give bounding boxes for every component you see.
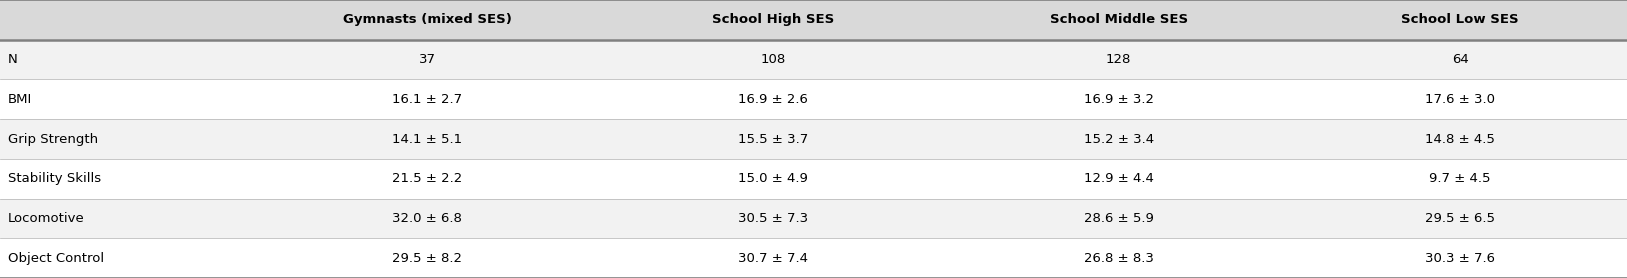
Bar <box>252 40 602 80</box>
Bar <box>0 159 252 198</box>
Text: School Middle SES: School Middle SES <box>1049 13 1188 26</box>
Text: 30.3 ± 7.6: 30.3 ± 7.6 <box>1425 252 1495 265</box>
Bar <box>252 238 602 278</box>
Bar <box>1293 238 1627 278</box>
Text: Object Control: Object Control <box>8 252 104 265</box>
Text: Gymnasts (mixed SES): Gymnasts (mixed SES) <box>343 13 511 26</box>
Bar <box>944 159 1293 198</box>
Bar <box>944 238 1293 278</box>
Bar <box>252 198 602 238</box>
Text: 16.9 ± 2.6: 16.9 ± 2.6 <box>739 93 807 106</box>
Text: 15.5 ± 3.7: 15.5 ± 3.7 <box>737 133 809 145</box>
Bar <box>252 119 602 159</box>
Bar <box>602 238 944 278</box>
Bar <box>944 198 1293 238</box>
Text: 29.5 ± 8.2: 29.5 ± 8.2 <box>392 252 462 265</box>
Text: 108: 108 <box>760 53 786 66</box>
Text: 26.8 ± 8.3: 26.8 ± 8.3 <box>1084 252 1154 265</box>
Bar <box>602 40 944 80</box>
Bar <box>1293 0 1627 40</box>
Bar <box>0 80 252 119</box>
Bar <box>1293 119 1627 159</box>
Text: Locomotive: Locomotive <box>8 212 85 225</box>
Text: 17.6 ± 3.0: 17.6 ± 3.0 <box>1425 93 1495 106</box>
Text: 14.1 ± 5.1: 14.1 ± 5.1 <box>392 133 462 145</box>
Bar <box>602 80 944 119</box>
Text: School Low SES: School Low SES <box>1401 13 1520 26</box>
Bar <box>1293 198 1627 238</box>
Text: 30.5 ± 7.3: 30.5 ± 7.3 <box>737 212 809 225</box>
Text: 30.7 ± 7.4: 30.7 ± 7.4 <box>737 252 809 265</box>
Text: 28.6 ± 5.9: 28.6 ± 5.9 <box>1084 212 1154 225</box>
Text: Grip Strength: Grip Strength <box>8 133 98 145</box>
Bar <box>0 0 252 40</box>
Bar <box>0 238 252 278</box>
Text: 15.0 ± 4.9: 15.0 ± 4.9 <box>739 172 807 185</box>
Bar <box>602 198 944 238</box>
Text: BMI: BMI <box>8 93 33 106</box>
Text: 12.9 ± 4.4: 12.9 ± 4.4 <box>1084 172 1154 185</box>
Bar <box>602 0 944 40</box>
Bar <box>252 80 602 119</box>
Text: 32.0 ± 6.8: 32.0 ± 6.8 <box>392 212 462 225</box>
Text: Stability Skills: Stability Skills <box>8 172 101 185</box>
Bar <box>602 159 944 198</box>
Bar <box>1293 40 1627 80</box>
Text: 16.9 ± 3.2: 16.9 ± 3.2 <box>1084 93 1154 106</box>
Text: 9.7 ± 4.5: 9.7 ± 4.5 <box>1430 172 1490 185</box>
Bar <box>1293 159 1627 198</box>
Bar <box>944 119 1293 159</box>
Bar <box>0 40 252 80</box>
Text: 128: 128 <box>1106 53 1131 66</box>
Bar <box>252 159 602 198</box>
Text: 16.1 ± 2.7: 16.1 ± 2.7 <box>392 93 462 106</box>
Bar <box>252 0 602 40</box>
Text: 37: 37 <box>418 53 436 66</box>
Bar <box>602 119 944 159</box>
Bar <box>1293 80 1627 119</box>
Bar <box>944 0 1293 40</box>
Text: 29.5 ± 6.5: 29.5 ± 6.5 <box>1425 212 1495 225</box>
Text: 14.8 ± 4.5: 14.8 ± 4.5 <box>1425 133 1495 145</box>
Text: 64: 64 <box>1451 53 1469 66</box>
Text: N: N <box>8 53 18 66</box>
Text: School High SES: School High SES <box>711 13 835 26</box>
Bar <box>0 119 252 159</box>
Bar <box>944 40 1293 80</box>
Bar <box>944 80 1293 119</box>
Text: 21.5 ± 2.2: 21.5 ± 2.2 <box>392 172 462 185</box>
Bar <box>0 198 252 238</box>
Text: 15.2 ± 3.4: 15.2 ± 3.4 <box>1084 133 1154 145</box>
